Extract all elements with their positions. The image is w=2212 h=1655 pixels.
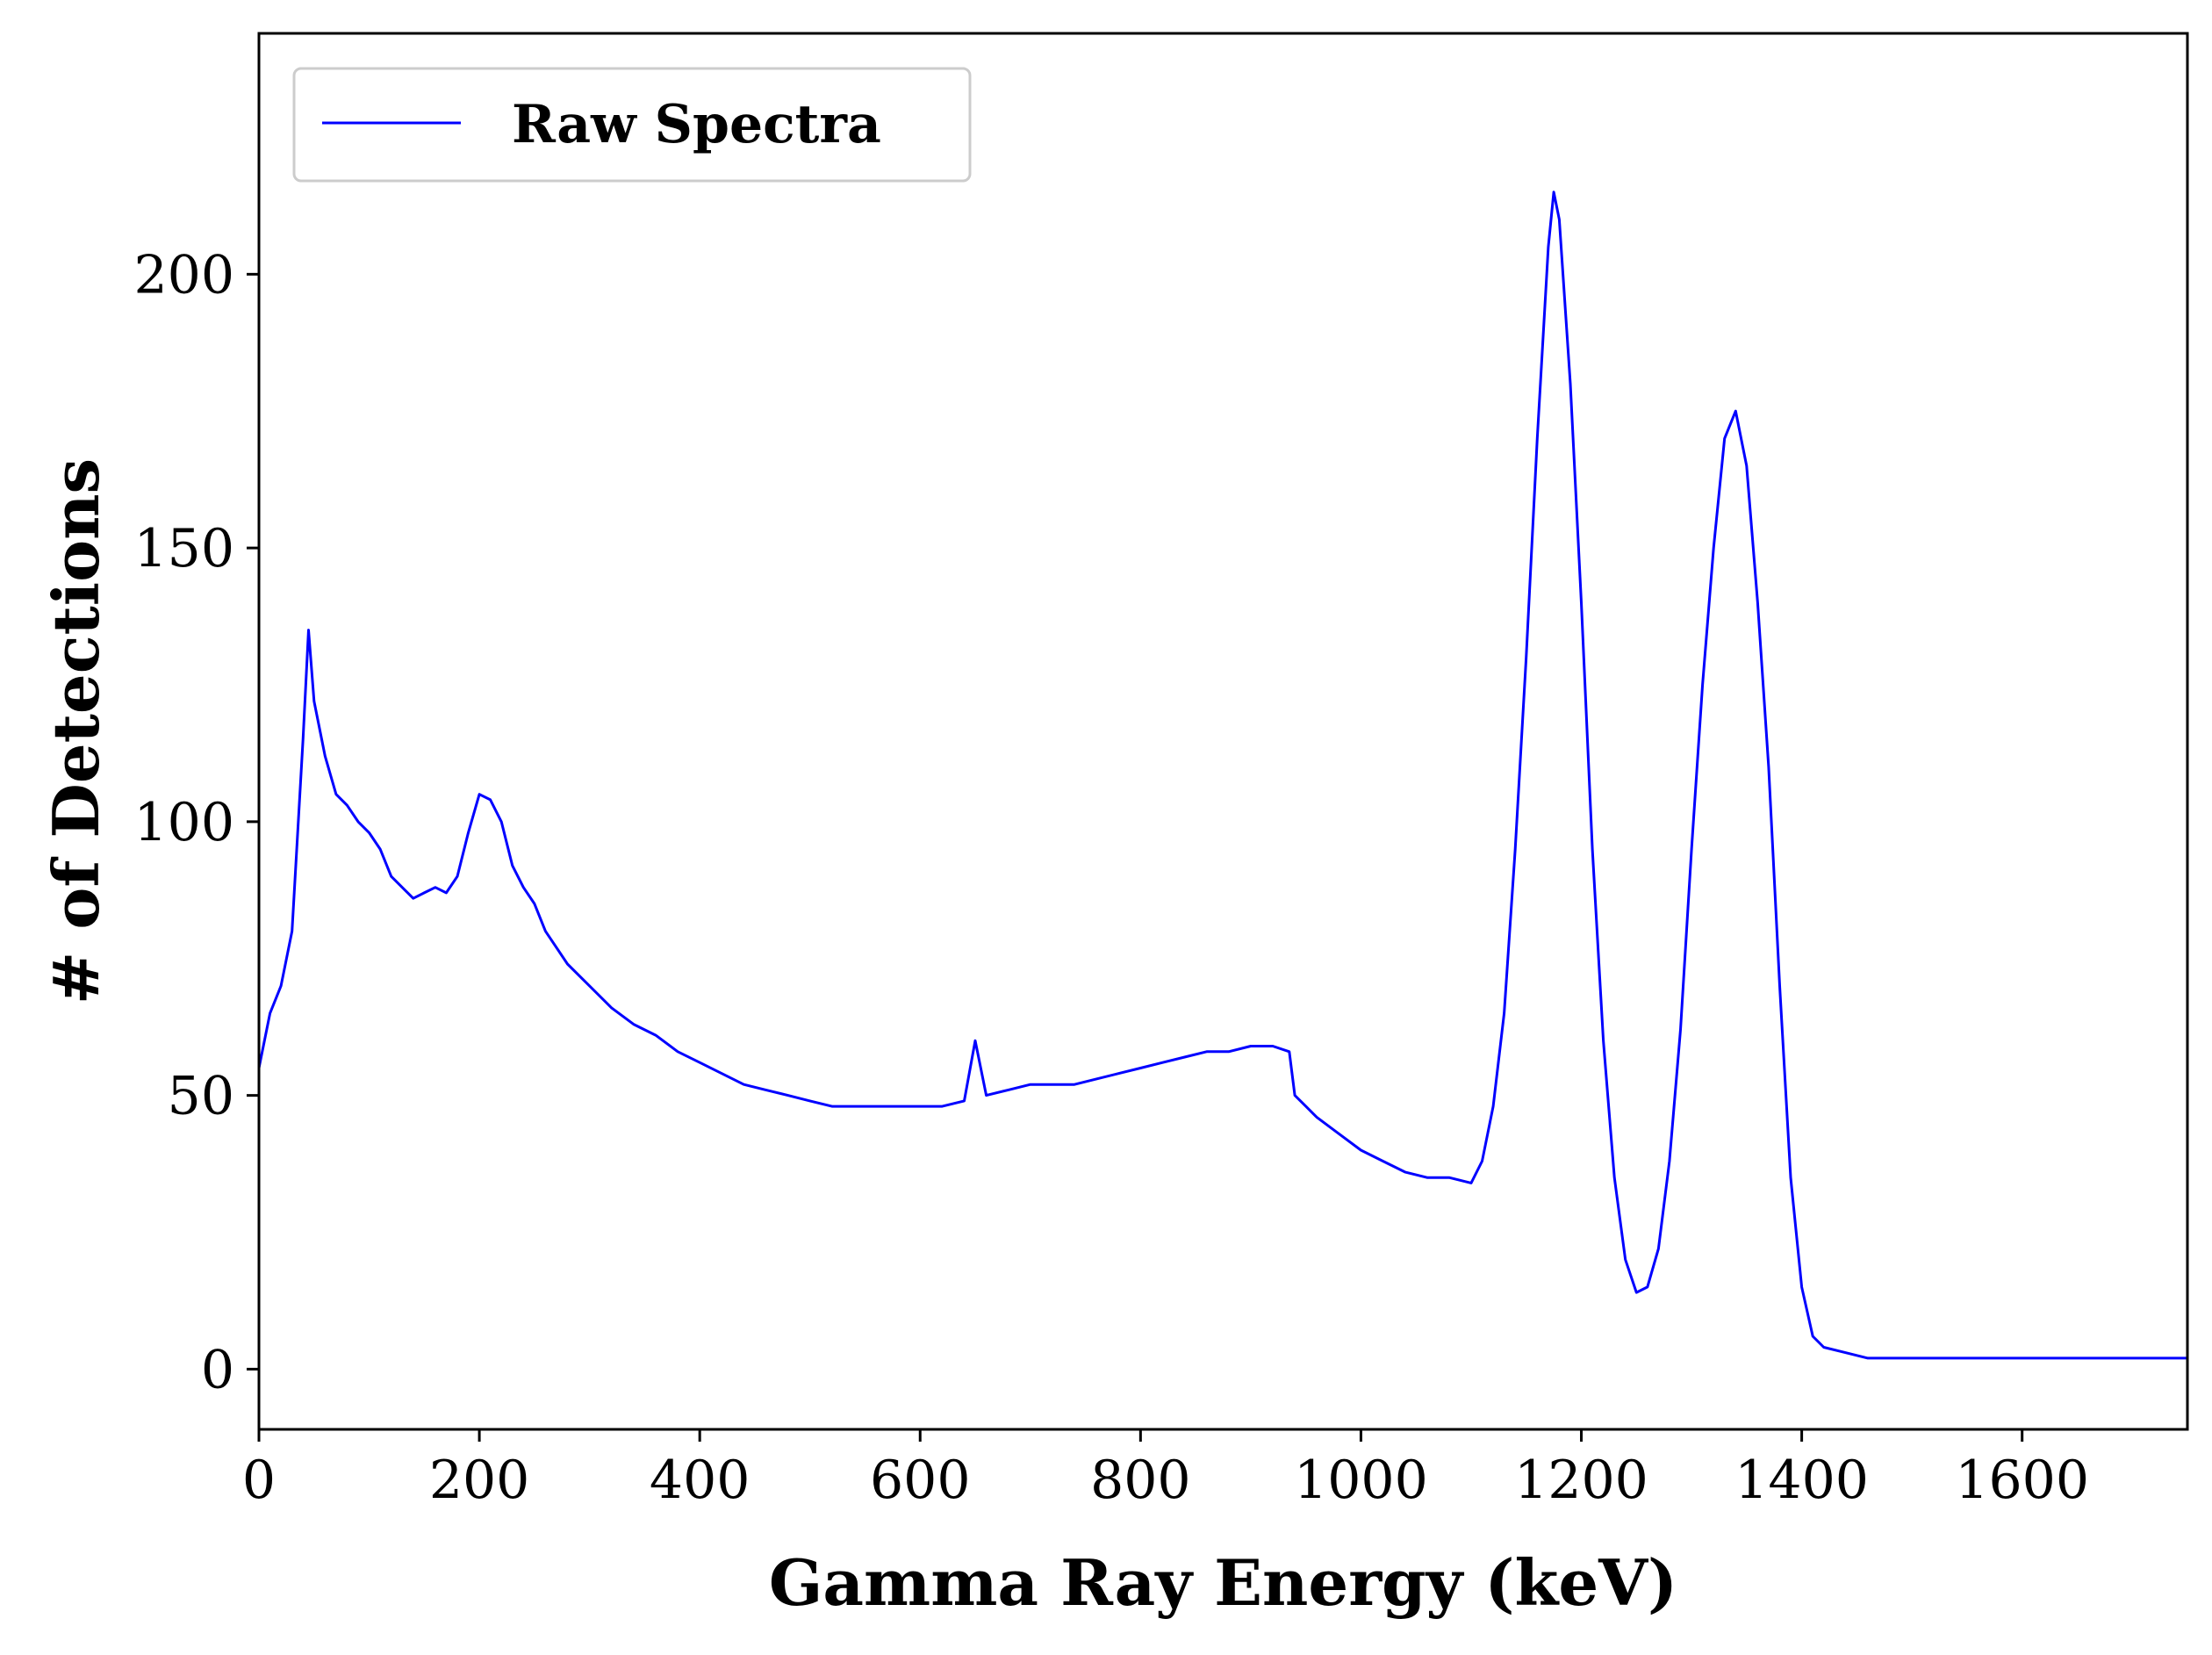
y-tick-label: 100 <box>133 792 234 853</box>
y-tick-label: 200 <box>133 244 234 306</box>
x-tick-label: 600 <box>870 1450 971 1511</box>
plot-frame <box>257 32 2189 1431</box>
y-tick-label: 150 <box>133 518 234 579</box>
x-tick-label: 200 <box>429 1450 530 1511</box>
legend: Raw Spectra <box>292 67 972 183</box>
series-line-0 <box>259 191 2187 1360</box>
legend-box <box>292 67 972 183</box>
x-tick-label: 1600 <box>1955 1450 2089 1511</box>
x-tick-label: 400 <box>650 1450 750 1511</box>
x-tick-label: 1400 <box>1734 1450 1869 1511</box>
x-tick-label: 1200 <box>1514 1450 1648 1511</box>
x-axis-title: Gamma Ray Energy (keV) <box>769 1545 1677 1620</box>
x-tick-label: 1000 <box>1294 1450 1428 1511</box>
x-axis: 0 200 400 600 800 1000 1200 1400 1600 <box>242 1429 2089 1511</box>
y-axis-title: # of Detections <box>39 458 113 1004</box>
y-tick-label: 0 <box>201 1339 234 1400</box>
legend-label: Raw Spectra <box>512 94 881 155</box>
y-axis: 0 50 100 150 200 <box>133 244 259 1400</box>
x-tick-label: 800 <box>1090 1450 1191 1511</box>
x-tick-label: 0 <box>242 1450 276 1511</box>
y-tick-label: 50 <box>168 1066 234 1127</box>
